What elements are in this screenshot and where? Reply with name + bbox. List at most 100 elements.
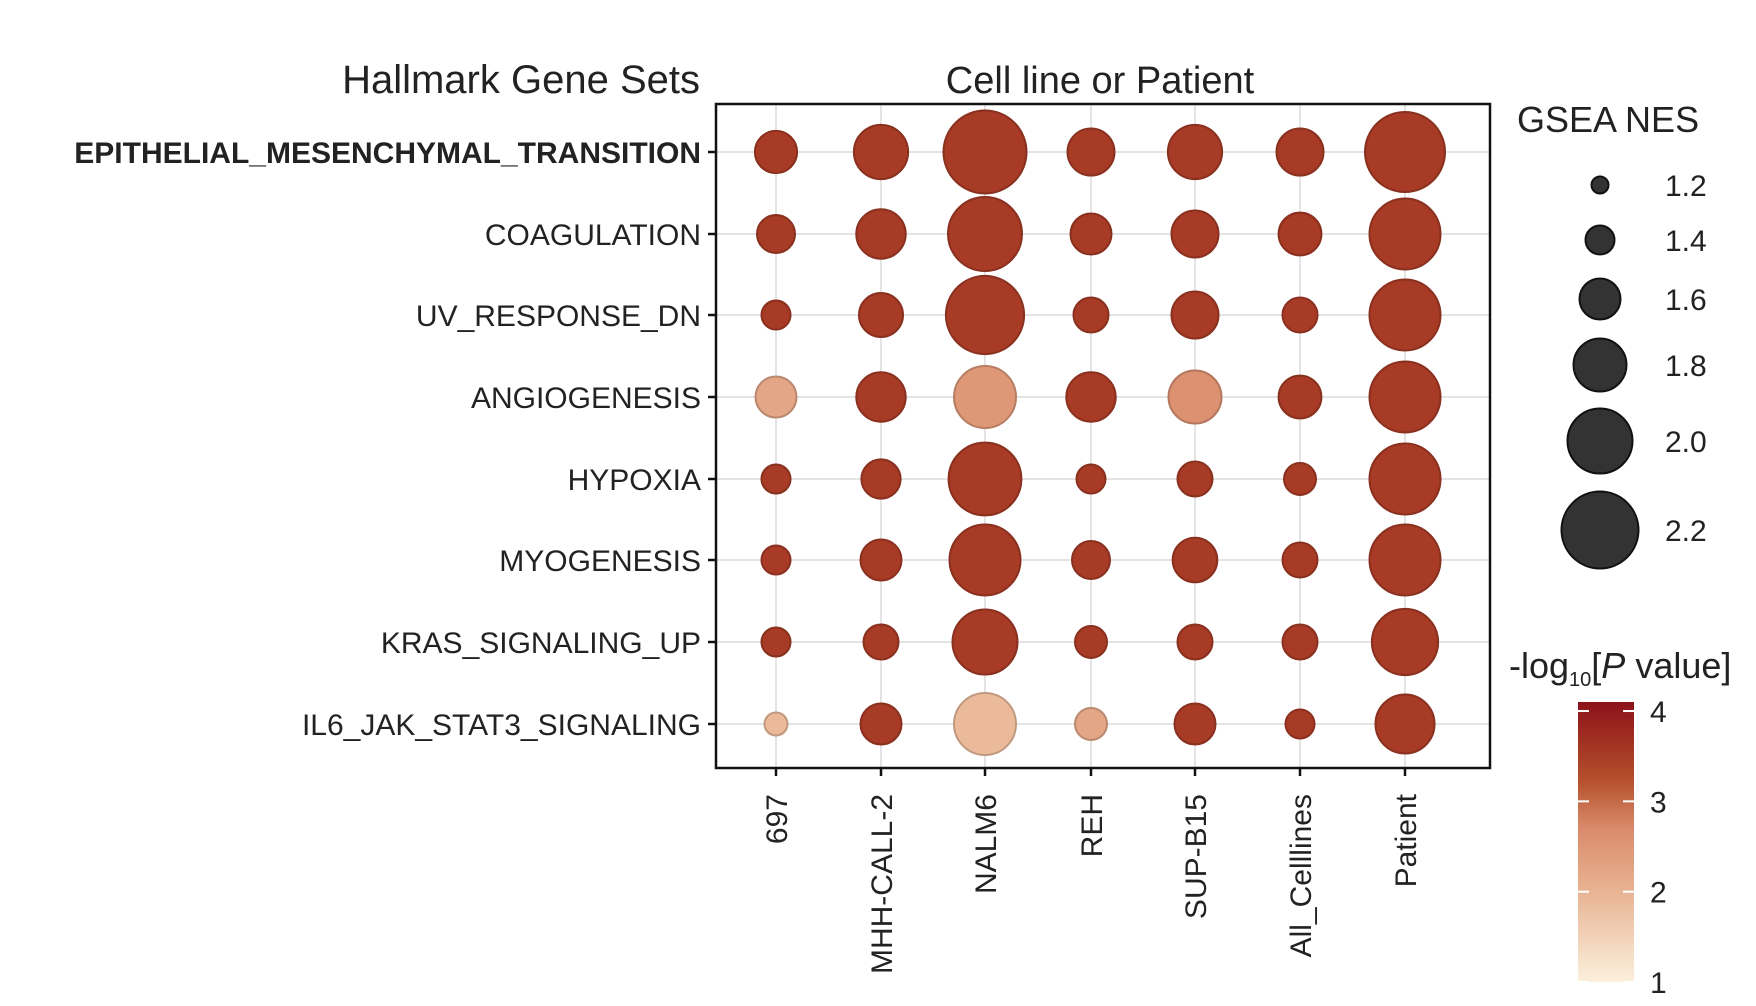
- data-point: [1176, 623, 1214, 661]
- x-tick-label: SUP-B15: [1180, 794, 1213, 919]
- size-legend-key: [1560, 490, 1640, 570]
- data-point: [1283, 462, 1317, 496]
- size-legend-key: [1584, 224, 1616, 256]
- data-point: [1074, 625, 1108, 659]
- data-point: [855, 371, 907, 423]
- x-tick-label: Patient: [1390, 793, 1423, 887]
- data-point: [1075, 463, 1107, 495]
- data-point: [953, 692, 1017, 756]
- color-legend-title-subscript: 10: [1569, 669, 1591, 691]
- color-legend-title: -log10[P value]: [1509, 645, 1731, 691]
- grid-lines: [716, 104, 1490, 768]
- data-point: [1071, 540, 1111, 580]
- size-legend-label: 1.8: [1665, 350, 1707, 383]
- y-tick-label: UV_RESPONSE_DN: [416, 300, 701, 333]
- x-tick-label: REH: [1076, 794, 1109, 857]
- data-point: [1072, 296, 1110, 334]
- x-axis-title: Cell line or Patient: [946, 60, 1255, 102]
- data-point: [756, 214, 796, 254]
- data-point: [1065, 371, 1117, 423]
- data-point: [1368, 360, 1442, 434]
- plot-panel-border: [714, 102, 1492, 770]
- size-legend-key: [1590, 175, 1610, 195]
- data-point: [1166, 123, 1224, 181]
- size-legend-label: 1.2: [1665, 170, 1707, 203]
- data-point: [944, 274, 1026, 356]
- size-legend-label: 1.6: [1665, 284, 1707, 317]
- data-point: [942, 109, 1028, 195]
- color-legend-title-italic: P: [1601, 645, 1625, 686]
- color-legend-bar: [1578, 702, 1634, 982]
- x-tick-label: MHH-CALL-2: [866, 794, 899, 974]
- size-legend-label: 1.4: [1665, 225, 1707, 258]
- data-point: [753, 129, 799, 175]
- color-legend-label: 4: [1650, 696, 1667, 729]
- data-point: [1368, 442, 1442, 516]
- data-points: [753, 109, 1446, 756]
- data-point: [862, 623, 900, 661]
- color-legend-label: 1: [1650, 967, 1667, 1000]
- y-tick-label: MYOGENESIS: [499, 545, 701, 578]
- data-point: [1281, 541, 1319, 579]
- color-legend-ticks: 1 2 3 4: [1578, 696, 1667, 1000]
- data-point: [859, 702, 903, 746]
- y-tick-label: COAGULATION: [485, 219, 701, 252]
- size-legend-key: [1578, 277, 1622, 321]
- x-tick-label: NALM6: [970, 794, 1003, 894]
- data-point: [947, 196, 1023, 272]
- data-point: [1284, 708, 1316, 740]
- y-tick-label: ANGIOGENESIS: [471, 382, 701, 415]
- y-tick-label: EPITHELIAL_MESENCHYMAL_TRANSITION: [74, 137, 701, 170]
- y-axis-title: Hallmark Gene Sets: [342, 58, 700, 102]
- data-point: [855, 208, 907, 260]
- data-point: [760, 544, 792, 576]
- data-point: [852, 123, 910, 181]
- data-point: [1170, 209, 1220, 259]
- color-legend-label: 3: [1650, 786, 1667, 819]
- data-point: [763, 711, 789, 737]
- size-legend-label: 2.2: [1665, 515, 1707, 548]
- data-point: [1275, 127, 1325, 177]
- size-legend-key: [1566, 407, 1634, 475]
- size-legend-label: 2.0: [1665, 426, 1707, 459]
- data-point: [951, 608, 1019, 676]
- data-point: [1364, 111, 1446, 193]
- data-point: [760, 626, 792, 658]
- data-point: [1176, 460, 1214, 498]
- data-point: [1281, 623, 1319, 661]
- color-legend-label: 2: [1650, 877, 1667, 910]
- data-point: [1374, 693, 1436, 755]
- color-legend-title-suffix: value]: [1625, 645, 1731, 686]
- data-point: [1069, 212, 1113, 256]
- size-legend: 1.2 1.4 1.6 1.8 2.0 2.2: [1560, 170, 1707, 570]
- data-point: [953, 365, 1017, 429]
- data-point: [948, 523, 1022, 597]
- data-point: [1277, 211, 1323, 257]
- data-point: [754, 375, 798, 419]
- color-legend-title-prefix: -log: [1509, 645, 1569, 686]
- data-point: [1066, 127, 1116, 177]
- data-point: [1368, 278, 1442, 352]
- y-tick-label: HYPOXIA: [568, 464, 701, 497]
- data-point: [860, 458, 902, 500]
- data-point: [858, 292, 904, 338]
- data-point: [1173, 702, 1217, 746]
- size-legend-key: [1572, 337, 1628, 393]
- data-point: [760, 299, 792, 331]
- color-legend-title-bracket: [: [1591, 645, 1601, 686]
- data-point: [1170, 290, 1220, 340]
- x-tick-label: All_Celllines: [1285, 794, 1318, 957]
- y-tick-label: IL6_JAK_STAT3_SIGNALING: [302, 709, 701, 742]
- data-point: [1277, 374, 1323, 420]
- y-axis: EPITHELIAL_MESENCHYMAL_TRANSITION COAGULA…: [74, 137, 716, 742]
- data-point: [1281, 296, 1319, 334]
- y-tick-label: KRAS_SIGNALING_UP: [381, 627, 701, 660]
- data-point: [1074, 707, 1108, 741]
- data-point: [760, 463, 792, 495]
- size-legend-title: GSEA NES: [1517, 99, 1699, 140]
- data-point: [1370, 607, 1440, 677]
- data-point: [1171, 536, 1219, 584]
- data-point: [1368, 197, 1442, 271]
- data-point: [947, 441, 1023, 517]
